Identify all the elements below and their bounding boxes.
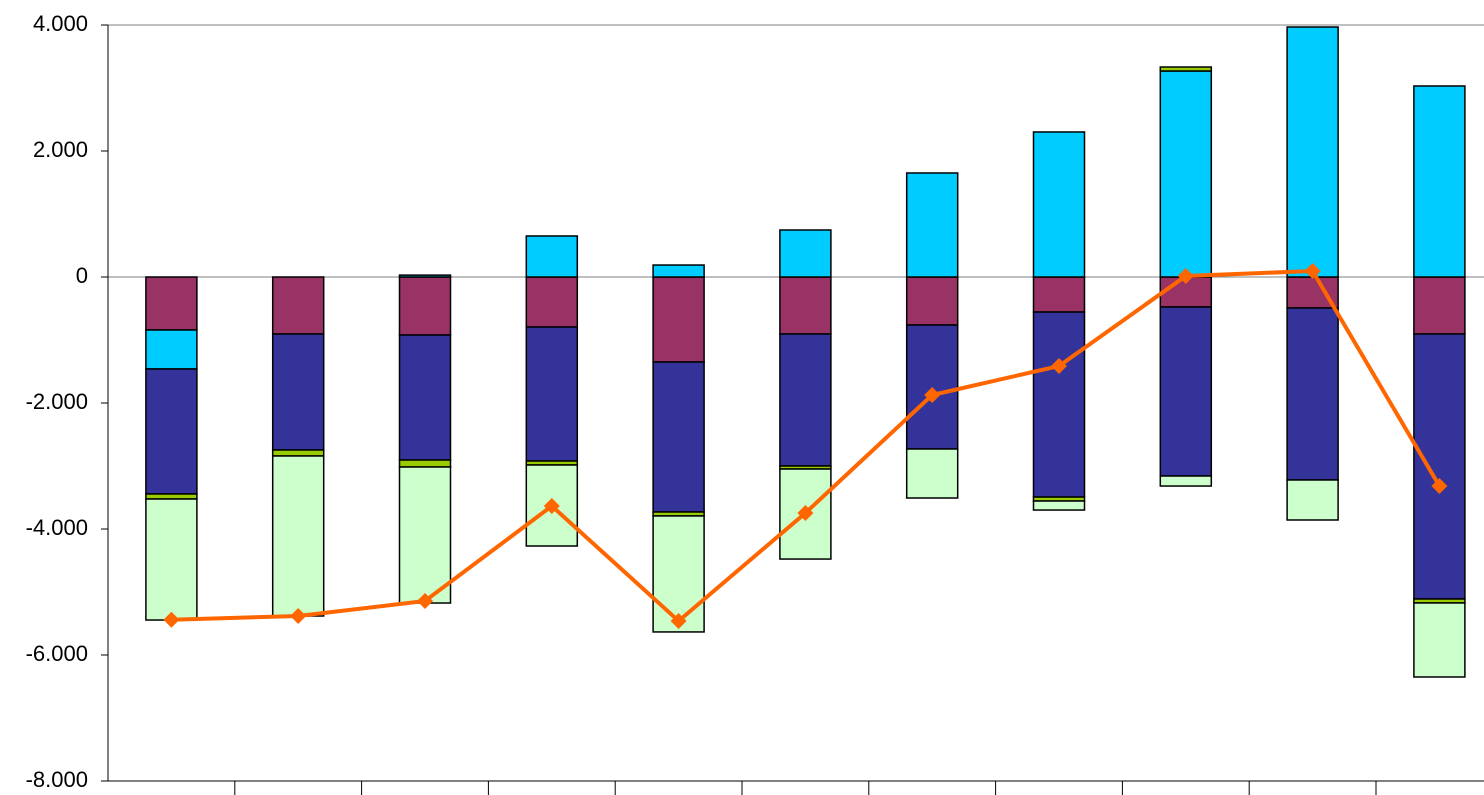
y-tick-label: -2.000 (26, 389, 88, 414)
bar-segment (145, 276, 198, 331)
bar-segment (779, 229, 832, 278)
bar-segment (145, 493, 198, 500)
x-tick-label: 2003S1 (894, 791, 970, 795)
line-marker (1177, 267, 1194, 284)
bar-segment (398, 276, 452, 336)
bar-segment (271, 449, 325, 457)
bar-segment (398, 274, 452, 278)
bar-segment (1159, 70, 1213, 278)
y-tick-label: 4.000 (33, 11, 88, 36)
line-marker (1051, 358, 1067, 375)
bar-segment (1413, 276, 1466, 335)
x-tick-label: 2004S1 (1021, 791, 1097, 795)
bar-segment (525, 326, 579, 462)
bar-segment (1286, 307, 1339, 481)
bar-segment (905, 448, 959, 499)
bar-segment (145, 329, 198, 370)
x-tick-label: 2007S1 (1401, 791, 1477, 795)
line-marker (290, 608, 307, 625)
x-tick-label: 1999S1 (387, 791, 463, 795)
line-marker (1304, 263, 1321, 280)
bar-segment (1286, 26, 1339, 278)
line-marker (543, 498, 560, 515)
bar-segment (1159, 475, 1213, 487)
bar-segment (652, 515, 705, 633)
bar-segment (1032, 500, 1086, 511)
bar-segment (905, 324, 959, 450)
line-marker (163, 611, 180, 628)
line-marker (1431, 477, 1448, 494)
bar-segment (779, 276, 832, 335)
line-marker (797, 504, 814, 521)
bar-segment (1159, 306, 1213, 477)
bar-segment (145, 368, 198, 495)
line-marker (670, 612, 687, 629)
x-tick-label: 2005S1 (1148, 791, 1224, 795)
y-tick-label: 0 (76, 263, 88, 288)
bar-segment (779, 333, 832, 467)
bar-segment (905, 172, 959, 278)
bar-segment (145, 498, 198, 621)
x-tick-label: 2000S1 (514, 791, 590, 795)
bar-segment (1286, 479, 1339, 521)
bar-segment (398, 334, 452, 461)
x-tick-label: 2006S1 (1275, 791, 1351, 795)
bar-segment (1159, 66, 1213, 72)
x-tick-label: 2002S1 (767, 791, 843, 795)
bar-segment (652, 264, 705, 278)
y-tick-label: -8.000 (26, 767, 88, 792)
bar-segment (652, 361, 705, 513)
bar-segment (271, 455, 325, 617)
bar-segment (1032, 311, 1086, 498)
y-tick-label: -4.000 (26, 515, 88, 540)
bar-segment (271, 276, 325, 335)
bar-segment (525, 235, 579, 278)
x-tick-label: 1997S1 (133, 791, 209, 795)
line-marker (924, 386, 941, 403)
bar-segment (525, 276, 579, 328)
line-marker (417, 593, 433, 610)
bar-segment (271, 333, 325, 451)
bar-segment (1032, 131, 1086, 278)
bar-segment (398, 459, 452, 468)
bar-segment (905, 276, 959, 326)
bar-segment (1413, 333, 1466, 600)
x-tick-label: 2001S1 (641, 791, 717, 795)
bar-segment (1032, 276, 1086, 313)
bar-segment (398, 466, 452, 604)
bar-segment (1413, 85, 1466, 278)
y-tick-label: 2.000 (33, 137, 88, 162)
x-tick-label: 1998S1 (260, 791, 336, 795)
bar-segment (652, 276, 705, 363)
y-tick-label: -6.000 (26, 641, 88, 666)
bar-segment (1413, 602, 1466, 678)
